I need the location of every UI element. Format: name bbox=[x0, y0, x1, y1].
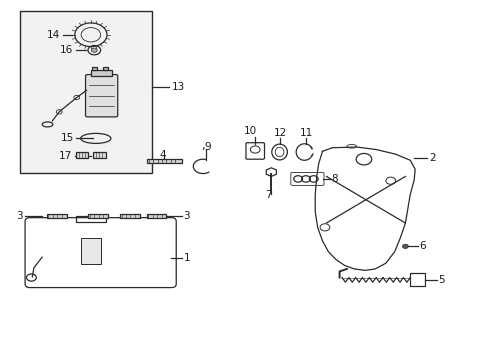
Bar bbox=[91, 70, 112, 76]
Bar bbox=[47, 214, 66, 219]
Text: 11: 11 bbox=[300, 128, 313, 138]
Text: 16: 16 bbox=[60, 45, 73, 55]
Text: 17: 17 bbox=[59, 151, 72, 161]
Text: 2: 2 bbox=[428, 153, 434, 163]
Bar bbox=[409, 273, 424, 286]
Text: 10: 10 bbox=[244, 126, 256, 136]
Text: 3: 3 bbox=[17, 211, 23, 221]
Text: 6: 6 bbox=[418, 241, 425, 251]
Bar bbox=[20, 12, 152, 173]
FancyBboxPatch shape bbox=[85, 75, 118, 117]
Text: 5: 5 bbox=[438, 275, 444, 285]
Bar bbox=[120, 214, 140, 219]
Bar bbox=[92, 67, 97, 70]
Circle shape bbox=[91, 48, 97, 52]
Bar bbox=[147, 159, 182, 163]
Text: 14: 14 bbox=[47, 30, 60, 40]
Text: 1: 1 bbox=[183, 253, 190, 263]
Text: 3: 3 bbox=[183, 211, 190, 221]
Text: 13: 13 bbox=[171, 82, 184, 92]
Bar bbox=[76, 152, 88, 158]
Circle shape bbox=[402, 244, 407, 248]
Bar bbox=[93, 152, 105, 158]
Text: 15: 15 bbox=[61, 134, 74, 143]
Bar bbox=[103, 67, 108, 70]
Text: 8: 8 bbox=[330, 174, 337, 184]
Text: 12: 12 bbox=[273, 128, 286, 138]
Bar bbox=[88, 214, 108, 219]
Text: 4: 4 bbox=[159, 150, 165, 160]
Bar bbox=[147, 214, 166, 219]
Text: 9: 9 bbox=[203, 141, 210, 152]
Bar bbox=[81, 238, 101, 264]
Bar bbox=[76, 216, 105, 222]
Text: 7: 7 bbox=[264, 190, 271, 200]
